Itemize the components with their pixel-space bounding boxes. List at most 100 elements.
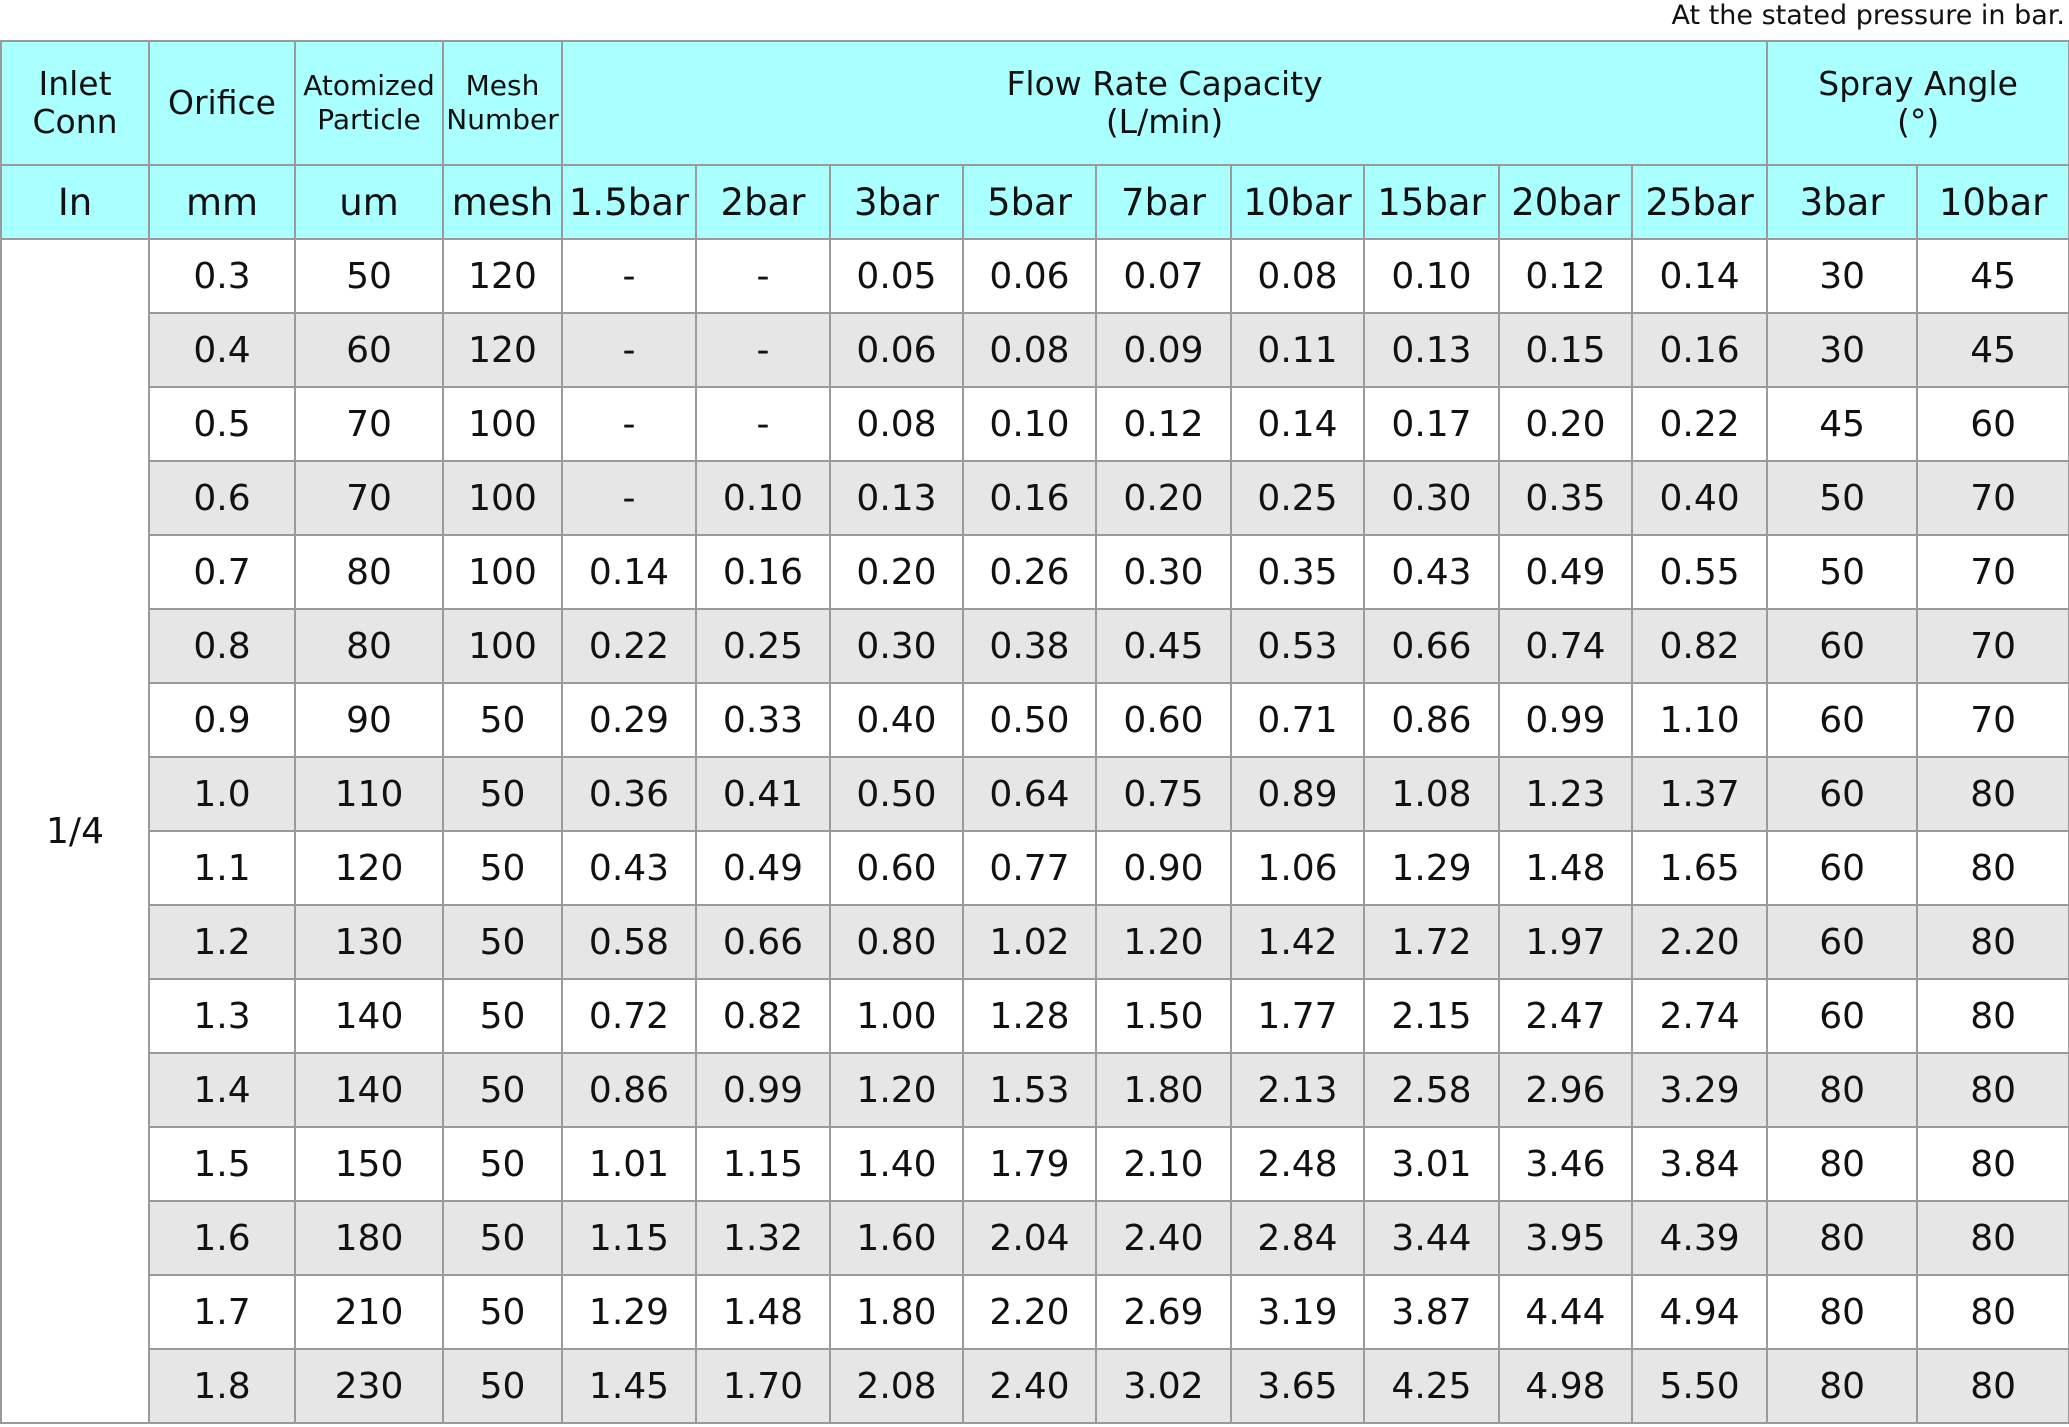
data-cell: 0.41 xyxy=(695,756,831,832)
data-cell: 50 xyxy=(442,682,563,758)
data-cell: 180 xyxy=(294,1200,444,1276)
data-cell: 0.9 xyxy=(148,682,296,758)
data-cell: 1.5 xyxy=(148,1126,296,1202)
data-cell: 0.29 xyxy=(561,682,697,758)
data-cell: 0.14 xyxy=(1230,386,1365,462)
data-cell: 3.29 xyxy=(1630,1052,1769,1128)
data-cell: 0.30 xyxy=(1363,460,1500,536)
data-cell: 70 xyxy=(1916,682,2069,758)
data-cell: 2.08 xyxy=(829,1348,964,1424)
unit-cell: mm xyxy=(148,164,296,240)
data-cell: 50 xyxy=(442,830,563,906)
data-cell: 3.84 xyxy=(1630,1126,1769,1202)
data-row: 1.6 180 50 1.15 1.32 1.60 2.04 2.40 2.84 3.44 3.95… xyxy=(1,1200,2069,1276)
data-cell: 0.4 xyxy=(148,312,296,388)
data-cell: 0.6 xyxy=(148,460,296,536)
inlet-cell: 1/4 xyxy=(0,238,150,1424)
data-row: 0.5 70 100- -0.08 0.10 0.12 0.14 0.17 0.20 0.22 45… xyxy=(1,386,2069,462)
data-cell: 50 xyxy=(1766,534,1919,610)
unit-cell: 10bar xyxy=(1230,164,1365,240)
data-row: 0.8 80 100 0.22 0.25 0.30 0.38 0.45 0.53 0.66 0.74… xyxy=(1,608,2069,684)
data-cell: 80 xyxy=(1916,1274,2069,1350)
spec-table: Inlet Conn Orifice Atomized Particle Mesh N… xyxy=(0,40,2069,1424)
data-cell: - xyxy=(695,238,831,314)
data-cell: 0.22 xyxy=(1630,386,1769,462)
data-cell: 0.66 xyxy=(1363,608,1500,684)
data-cell: 3.65 xyxy=(1230,1348,1365,1424)
data-cell: 0.14 xyxy=(561,534,697,610)
data-cell: 1.08 xyxy=(1363,756,1500,832)
data-cell: 1.28 xyxy=(962,978,1097,1054)
data-cell: 4.25 xyxy=(1363,1348,1500,1424)
data-cell: 0.64 xyxy=(962,756,1097,832)
data-cell: 0.06 xyxy=(962,238,1097,314)
data-cell: 0.10 xyxy=(1363,238,1500,314)
data-cell: 0.66 xyxy=(695,904,831,980)
data-cell: 0.36 xyxy=(561,756,697,832)
data-cell: 2.13 xyxy=(1230,1052,1365,1128)
data-cell: 0.53 xyxy=(1230,608,1365,684)
data-cell: 1.60 xyxy=(829,1200,964,1276)
header-cell: Orifice xyxy=(148,40,296,166)
data-cell: 4.94 xyxy=(1630,1274,1769,1350)
data-cell: 4.39 xyxy=(1630,1200,1769,1276)
data-cell: 0.10 xyxy=(962,386,1097,462)
data-cell: 0.82 xyxy=(695,978,831,1054)
data-cell: 1.48 xyxy=(695,1274,831,1350)
data-cell: 50 xyxy=(442,1200,563,1276)
data-cell: 0.13 xyxy=(829,460,964,536)
data-cell: 1.1 xyxy=(148,830,296,906)
data-cell: 0.40 xyxy=(829,682,964,758)
data-cell: 60 xyxy=(1916,386,2069,462)
data-cell: 0.50 xyxy=(962,682,1097,758)
data-cell: 1.15 xyxy=(561,1200,697,1276)
data-cell: 0.12 xyxy=(1498,238,1633,314)
data-cell: 0.06 xyxy=(829,312,964,388)
data-cell: 2.47 xyxy=(1498,978,1633,1054)
unit-cell: 2bar xyxy=(695,164,831,240)
data-cell: 50 xyxy=(442,1052,563,1128)
data-cell: 1.06 xyxy=(1230,830,1365,906)
data-cell: 2.58 xyxy=(1363,1052,1500,1128)
data-cell: 45 xyxy=(1916,238,2069,314)
data-row: 1.0 110 50 0.36 0.41 0.50 0.64 0.75 0.89 1.08 1.23… xyxy=(1,756,2069,832)
data-cell: - xyxy=(695,386,831,462)
data-cell: 1.7 xyxy=(148,1274,296,1350)
data-cell: 80 xyxy=(1766,1052,1919,1128)
data-cell: 1.77 xyxy=(1230,978,1365,1054)
data-cell: 1.29 xyxy=(561,1274,697,1350)
data-cell: 210 xyxy=(294,1274,444,1350)
data-cell: 1.97 xyxy=(1498,904,1633,980)
data-cell: 5.50 xyxy=(1630,1348,1769,1424)
data-cell: 2.20 xyxy=(962,1274,1097,1350)
data-cell: 50 xyxy=(442,1126,563,1202)
data-cell: 1.70 xyxy=(695,1348,831,1424)
data-cell: 0.26 xyxy=(962,534,1097,610)
data-cell: 0.09 xyxy=(1095,312,1232,388)
data-cell: 0.43 xyxy=(561,830,697,906)
data-cell: 3.95 xyxy=(1498,1200,1633,1276)
data-cell: 1.53 xyxy=(962,1052,1097,1128)
data-cell: 3.46 xyxy=(1498,1126,1633,1202)
data-cell: 2.96 xyxy=(1498,1052,1633,1128)
data-cell: 80 xyxy=(1766,1200,1919,1276)
data-cell: 140 xyxy=(294,978,444,1054)
data-row: 1.3 140 50 0.72 0.82 1.00 1.28 1.50 1.77 2.15 2.47… xyxy=(1,978,2069,1054)
data-cell: 0.16 xyxy=(695,534,831,610)
data-cell: 0.10 xyxy=(695,460,831,536)
data-cell: 0.86 xyxy=(1363,682,1500,758)
data-cell: 0.60 xyxy=(1095,682,1232,758)
data-row: 0.6 70 100-0.10 0.13 0.16 0.20 0.25 0.30 0.35 0.4… xyxy=(1,460,2069,536)
data-cell: 2.48 xyxy=(1230,1126,1365,1202)
data-cell: 1.29 xyxy=(1363,830,1500,906)
data-cell: 70 xyxy=(294,386,444,462)
data-cell: - xyxy=(561,238,697,314)
data-cell: 1.4 xyxy=(148,1052,296,1128)
data-cell: 0.49 xyxy=(1498,534,1633,610)
data-cell: 0.74 xyxy=(1498,608,1633,684)
note: At the stated pressure in bar. xyxy=(1671,0,2065,31)
data-cell: 0.50 xyxy=(829,756,964,832)
unit-row: In mm um mesh 1.5bar 2bar 3bar 5bar 7bar 10bar 15b… xyxy=(0,164,2069,240)
data-cell: 0.12 xyxy=(1095,386,1232,462)
